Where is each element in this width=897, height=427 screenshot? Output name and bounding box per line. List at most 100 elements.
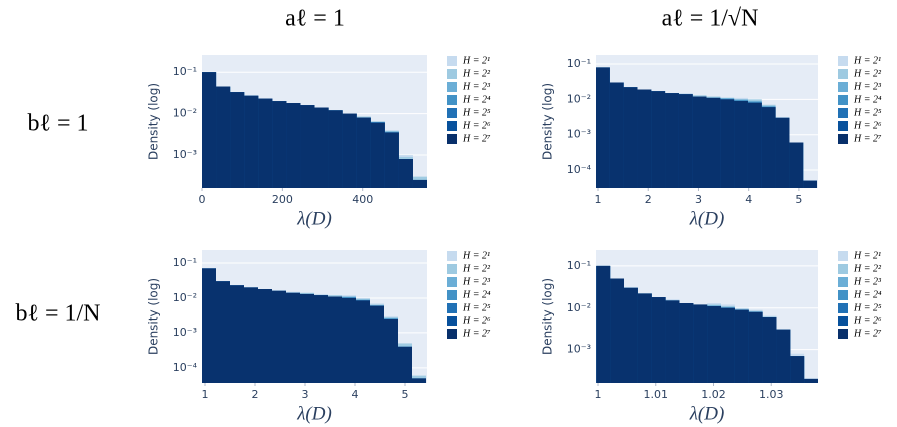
x-tick-label: 0: [199, 193, 206, 206]
histogram-bar: [398, 346, 412, 383]
legend-label: H = 2⁶: [853, 120, 882, 131]
legend-label: H = 2⁵: [462, 107, 491, 118]
histogram-bar: [230, 285, 244, 383]
histogram-bar: [216, 86, 231, 188]
x-tick-label: 5: [795, 193, 802, 206]
histogram-bar: [665, 300, 680, 383]
legend-label: H = 2⁶: [853, 315, 882, 326]
legend-swatch: [838, 108, 848, 118]
legend-label: H = 2²: [853, 68, 882, 79]
histogram-bar: [314, 107, 329, 188]
histogram-bar: [286, 292, 300, 383]
legend-swatch: [447, 121, 457, 131]
legend-label: H = 2⁶: [462, 120, 491, 131]
panel: 10⁻¹ 10⁻² 10⁻³ H = 2¹ H = 2² H = 2³ H = 2⁴ H = …: [541, 250, 882, 424]
histogram-bar: [693, 304, 708, 383]
histogram-bar: [609, 82, 624, 188]
y-axis-title: Density (log): [147, 83, 161, 160]
x-tick-label: 400: [352, 193, 373, 206]
histogram-bar: [202, 268, 216, 383]
histogram-bar: [272, 290, 286, 383]
legend-label: H = 2²: [462, 263, 491, 274]
legend-label: H = 2¹: [462, 55, 490, 66]
histogram-bar: [314, 295, 328, 383]
histogram-bar: [790, 356, 805, 383]
x-tick-label: 1: [595, 388, 602, 401]
x-axis-title: λ(D): [689, 403, 725, 424]
histogram-bar: [775, 117, 790, 188]
legend-swatch: [447, 56, 457, 66]
histogram-bar: [637, 293, 652, 383]
histogram-bar: [803, 180, 817, 188]
y-tick-label: 10⁻¹: [173, 65, 197, 78]
histogram-bar: [258, 289, 272, 383]
x-tick-label: 4: [352, 388, 359, 401]
y-axis-title: Density (log): [541, 278, 555, 355]
histogram-bar: [370, 305, 384, 383]
y-tick-label: 10⁻¹: [173, 256, 197, 269]
histogram-bar: [623, 87, 638, 188]
legend-swatch: [447, 329, 457, 339]
histogram-bar: [706, 97, 721, 188]
legend-swatch: [447, 95, 457, 105]
row-label: bℓ = 1: [27, 111, 88, 137]
legend-swatch: [447, 251, 457, 261]
legend-label: H = 2⁷: [462, 133, 491, 144]
legend-swatch: [838, 316, 848, 326]
legend-swatch: [447, 264, 457, 274]
histogram-bar: [272, 101, 287, 188]
histogram-bar: [707, 306, 722, 383]
histogram-bar: [624, 287, 638, 383]
legend-swatch: [838, 56, 848, 66]
histogram-bar: [356, 117, 371, 188]
x-tick-label: 5: [402, 388, 409, 401]
histogram-bar: [596, 265, 611, 383]
legend-label: H = 2⁴: [462, 289, 491, 300]
legend-swatch: [838, 121, 848, 131]
histogram-bar: [721, 307, 735, 383]
legend-label: H = 2¹: [853, 250, 881, 261]
legend-swatch: [838, 251, 848, 261]
legend-label: H = 2⁵: [853, 107, 882, 118]
panel: 10⁻¹ 10⁻² 10⁻³ 10⁻⁴ H = 2¹ H = 2² H = 2³ H = 2⁴…: [541, 55, 882, 229]
y-tick-label: 10⁻²: [173, 291, 197, 304]
histogram-bar: [651, 297, 666, 383]
histogram-bar: [776, 329, 791, 383]
legend-label: H = 2⁷: [462, 328, 491, 339]
histogram-bar: [761, 107, 776, 188]
histogram-bar: [384, 132, 399, 188]
y-tick-label: 10⁻²: [567, 301, 591, 314]
legend-label: H = 2⁴: [853, 289, 882, 300]
x-tick-label: 4: [745, 193, 752, 206]
histogram-bar: [342, 113, 357, 188]
legend-swatch: [838, 277, 848, 287]
y-tick-label: 10⁻¹: [567, 57, 591, 70]
x-tick-label: 1: [202, 388, 209, 401]
y-tick-label: 10⁻²: [567, 92, 591, 105]
y-tick-label: 10⁻⁴: [173, 361, 198, 374]
histogram-bar: [342, 297, 356, 383]
legend-label: H = 2⁷: [853, 328, 882, 339]
histogram-bar: [412, 179, 427, 188]
histogram-bar: [637, 89, 652, 188]
histogram-bar: [804, 378, 818, 383]
legend-swatch: [838, 82, 848, 92]
histogram-bar: [734, 100, 748, 188]
legend-label: H = 2³: [462, 81, 491, 92]
histogram-bar: [370, 122, 385, 188]
y-axis-title: Density (log): [541, 83, 555, 160]
x-axis-title: λ(D): [296, 208, 332, 229]
histogram-bar: [789, 142, 804, 188]
histogram-bar: [356, 300, 370, 383]
legend-label: H = 2⁵: [853, 302, 882, 313]
x-tick-label: 1.03: [759, 388, 784, 401]
histogram-bar: [244, 95, 259, 188]
histogram-bar: [300, 293, 314, 383]
histogram-bar: [300, 105, 315, 188]
histogram-bar: [384, 319, 398, 383]
y-tick-label: 10⁻¹: [567, 259, 591, 272]
histogram-bar: [692, 96, 707, 188]
x-tick-label: 1.02: [701, 388, 726, 401]
panel: 10⁻¹ 10⁻² 10⁻³ 10⁻⁴ H = 2¹ H = 2² H = 2³ H = 2⁴…: [147, 250, 491, 424]
